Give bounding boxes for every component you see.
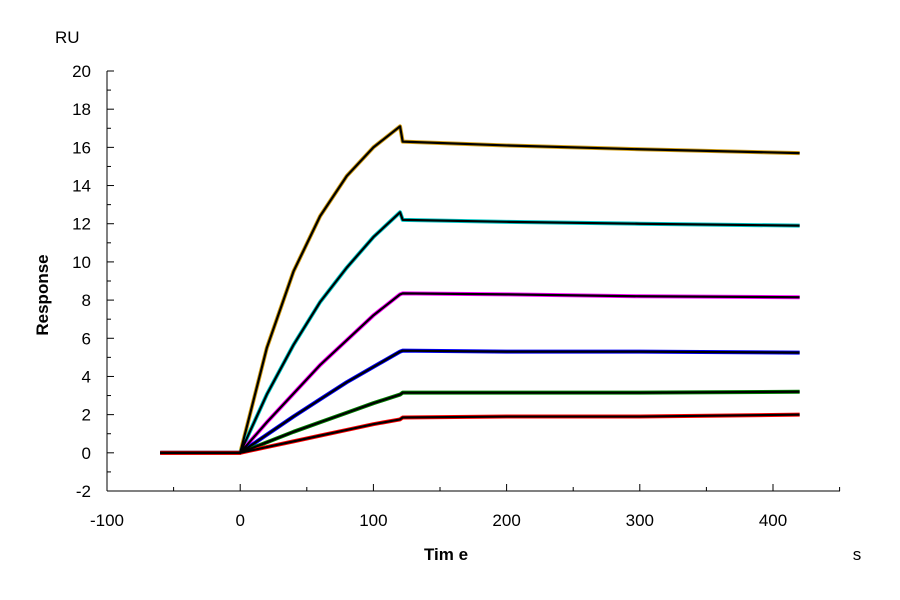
x-tick-label: 0 (235, 511, 244, 530)
x-tick-label: 400 (759, 511, 787, 530)
y-tick-label: 20 (72, 62, 91, 81)
fit-line-2 (160, 211, 800, 454)
fit-line-3 (160, 292, 800, 454)
data-series-1 (160, 124, 800, 455)
y-tick-label: 6 (82, 329, 91, 348)
y-tick-label: 8 (82, 291, 91, 310)
y-tick-label: 14 (72, 177, 91, 196)
fit-line-4 (160, 349, 800, 454)
x-tick-label: 200 (492, 511, 520, 530)
fit-line-5 (160, 390, 800, 454)
x-tick-label: 300 (626, 511, 654, 530)
x-tick-label: 100 (359, 511, 387, 530)
data-series-3 (160, 291, 800, 455)
x-axis-label: Tim e (424, 545, 468, 564)
fit-line-1 (160, 125, 800, 454)
y-tick-label: 10 (72, 253, 91, 272)
y-tick-label: 0 (82, 444, 91, 463)
x-tick-label: -100 (90, 511, 124, 530)
fit-line-6 (160, 413, 800, 454)
y-unit-label: RU (55, 28, 80, 47)
y-tick-label: 18 (72, 100, 91, 119)
y-axis-label: Response (33, 254, 52, 335)
y-tick-label: 4 (82, 367, 91, 386)
y-tick-label: -2 (76, 482, 91, 501)
y-tick-label: 2 (82, 406, 91, 425)
x-unit-label: s (853, 545, 862, 564)
y-tick-label: 12 (72, 215, 91, 234)
y-tick-label: 16 (72, 138, 91, 157)
